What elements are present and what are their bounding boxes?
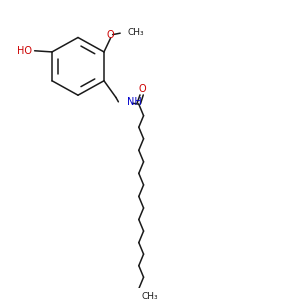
Text: HO: HO [16, 46, 32, 56]
Text: CH₃: CH₃ [127, 28, 144, 38]
Text: O: O [107, 30, 114, 40]
Text: O: O [139, 84, 146, 94]
Text: CH₃: CH₃ [141, 292, 158, 300]
Text: NH: NH [127, 97, 142, 107]
